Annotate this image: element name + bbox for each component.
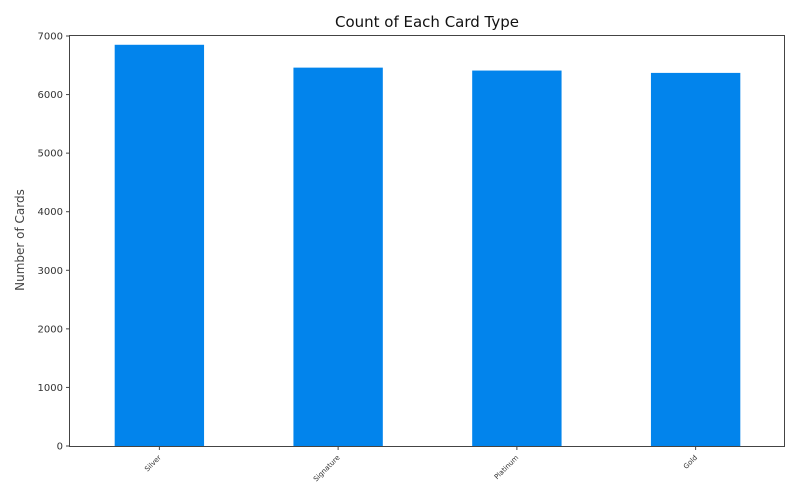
y-tick-label: 2000	[38, 324, 63, 335]
y-tick-label: 6000	[38, 90, 63, 101]
x-axis-ticks: Silver Signature Platinum Gold	[143, 446, 699, 483]
y-tick-label: 7000	[38, 32, 63, 43]
y-tick-label: 1000	[38, 383, 63, 394]
y-tick-label: 0	[57, 442, 63, 453]
bar-platinum	[472, 70, 562, 447]
x-tick-label: Platinum	[493, 454, 521, 482]
bar-silver	[114, 44, 205, 447]
y-tick-label: 4000	[38, 207, 63, 218]
chart-title: Count of Each Card Type	[335, 13, 519, 31]
x-tick-label: Gold	[682, 454, 699, 471]
bars-group	[114, 44, 741, 447]
x-tick-label: Signature	[312, 454, 342, 484]
bar-gold	[650, 72, 741, 447]
plot-frame	[69, 35, 785, 447]
y-axis-label: Number of Cards	[13, 189, 27, 291]
y-tick-label: 5000	[38, 149, 63, 160]
y-axis-ticks: 0 1000 2000 3000 4000 5000 6000 7000	[38, 32, 70, 453]
x-tick-label: Silver	[143, 454, 163, 474]
y-tick-label: 3000	[38, 266, 63, 277]
bar-signature	[293, 67, 383, 446]
